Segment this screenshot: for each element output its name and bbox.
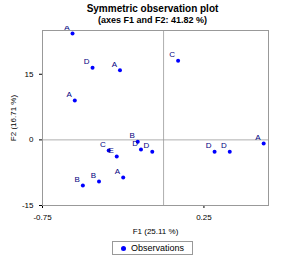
svg-text:D: D — [143, 141, 149, 150]
svg-text:A: A — [112, 60, 118, 69]
svg-text:0.25: 0.25 — [196, 213, 212, 222]
svg-text:A: A — [115, 167, 121, 176]
svg-text:A: A — [255, 133, 261, 142]
svg-text:F1 (25.11 %): F1 (25.11 %) — [133, 227, 179, 236]
svg-text:D: D — [132, 139, 138, 148]
svg-text:-0.75: -0.75 — [33, 213, 52, 222]
svg-text:15: 15 — [25, 70, 34, 79]
svg-text:C: C — [100, 140, 106, 149]
svg-text:C: C — [169, 50, 175, 59]
svg-text:B: B — [91, 171, 96, 180]
svg-text:A: A — [64, 26, 70, 32]
html-text:(axes F1 and F2: 41.82 %): (axes F1 and F2: 41.82 %) — [98, 15, 207, 25]
svg-text:D: D — [221, 141, 227, 150]
svg-text:D: D — [206, 141, 212, 150]
svg-text:B: B — [129, 131, 135, 141]
html-text:Symmetric observation plot: Symmetric observation plot — [86, 3, 219, 14]
svg-text:D: D — [84, 57, 90, 66]
svg-text:B: B — [75, 175, 80, 184]
svg-text:-15: -15 — [22, 201, 34, 210]
html-text:Observations: Observations — [131, 243, 184, 253]
svg-text:0: 0 — [29, 135, 34, 144]
svg-text:E: E — [108, 146, 113, 155]
svg-text:F2 (16.71 %): F2 (16.71 %) — [9, 95, 18, 142]
svg-text:A: A — [66, 90, 72, 99]
